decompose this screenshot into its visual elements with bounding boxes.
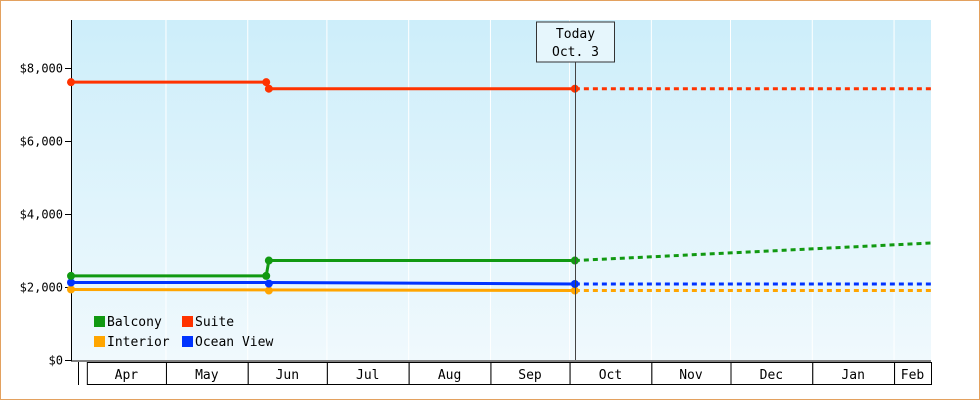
- data-point[interactable]: [570, 279, 579, 288]
- today-marker: Today Oct. 3: [536, 21, 615, 360]
- data-point[interactable]: [570, 256, 579, 265]
- x-tick-label: May: [195, 368, 219, 383]
- legend-swatch: [182, 336, 193, 347]
- data-point[interactable]: [570, 84, 579, 93]
- legend-item[interactable]: Suite: [182, 315, 234, 330]
- legend-item[interactable]: Ocean View: [182, 335, 273, 350]
- x-tick-label: Apr: [115, 368, 139, 383]
- legend: Balcony Suite Interior Ocean View: [94, 315, 273, 350]
- data-point[interactable]: [67, 78, 75, 87]
- data-point[interactable]: [264, 279, 273, 288]
- legend-swatch: [94, 336, 105, 347]
- series-line: [71, 280, 575, 286]
- legend-label: Balcony: [107, 315, 162, 330]
- legend-swatch: [182, 316, 193, 327]
- legend-swatch: [94, 316, 105, 327]
- series-suite: [67, 78, 931, 93]
- data-point[interactable]: [67, 285, 75, 294]
- axes: Apr May Jun Jul Aug Sep Oct Nov Dec Jan Feb $0 $2,00…: [20, 20, 933, 385]
- data-point[interactable]: [262, 271, 271, 280]
- data-point[interactable]: [264, 84, 273, 93]
- legend-label: Interior: [107, 335, 170, 350]
- x-tick-label: Oct: [599, 368, 622, 383]
- series-ocean-view: [67, 278, 931, 288]
- legend-item[interactable]: Interior: [94, 335, 170, 350]
- x-tick-label: Dec: [760, 368, 783, 383]
- y-tick-label: $0: [49, 354, 63, 368]
- today-label: Today: [556, 27, 595, 42]
- series-interior: [67, 285, 931, 295]
- x-tick-label: Aug: [438, 368, 461, 383]
- y-tick-label: $6,000: [20, 135, 63, 149]
- y-tick-label: $2,000: [20, 281, 63, 295]
- data-point[interactable]: [264, 286, 273, 295]
- x-tick-label: Nov: [679, 368, 703, 383]
- x-tick-label: Jan: [841, 368, 864, 383]
- x-tick-label: Feb: [901, 368, 925, 383]
- legend-item[interactable]: Balcony: [94, 315, 162, 330]
- series-lines: [67, 78, 932, 295]
- series-line: [71, 259, 575, 278]
- y-tick-label: $8,000: [20, 62, 63, 76]
- legend-label: Suite: [195, 315, 234, 330]
- data-point[interactable]: [262, 78, 271, 87]
- today-callout: [536, 21, 615, 63]
- data-point[interactable]: [570, 286, 579, 295]
- series-balcony: [67, 241, 932, 280]
- data-point[interactable]: [67, 278, 75, 287]
- legend-label: Ocean View: [195, 335, 273, 350]
- y-tick-label: $4,000: [20, 208, 63, 222]
- x-tick-label: Jun: [276, 368, 299, 383]
- month-cell: [894, 362, 933, 385]
- series-line: [70, 287, 575, 293]
- data-point[interactable]: [67, 271, 75, 280]
- x-tick-label: Jul: [356, 368, 379, 383]
- data-point[interactable]: [264, 256, 273, 265]
- grid-lines: [165, 20, 895, 360]
- series-projection: [574, 241, 932, 263]
- x-tick-label: Sep: [518, 368, 542, 383]
- today-date-label: Oct. 3: [552, 45, 599, 60]
- plot-area: [71, 20, 931, 360]
